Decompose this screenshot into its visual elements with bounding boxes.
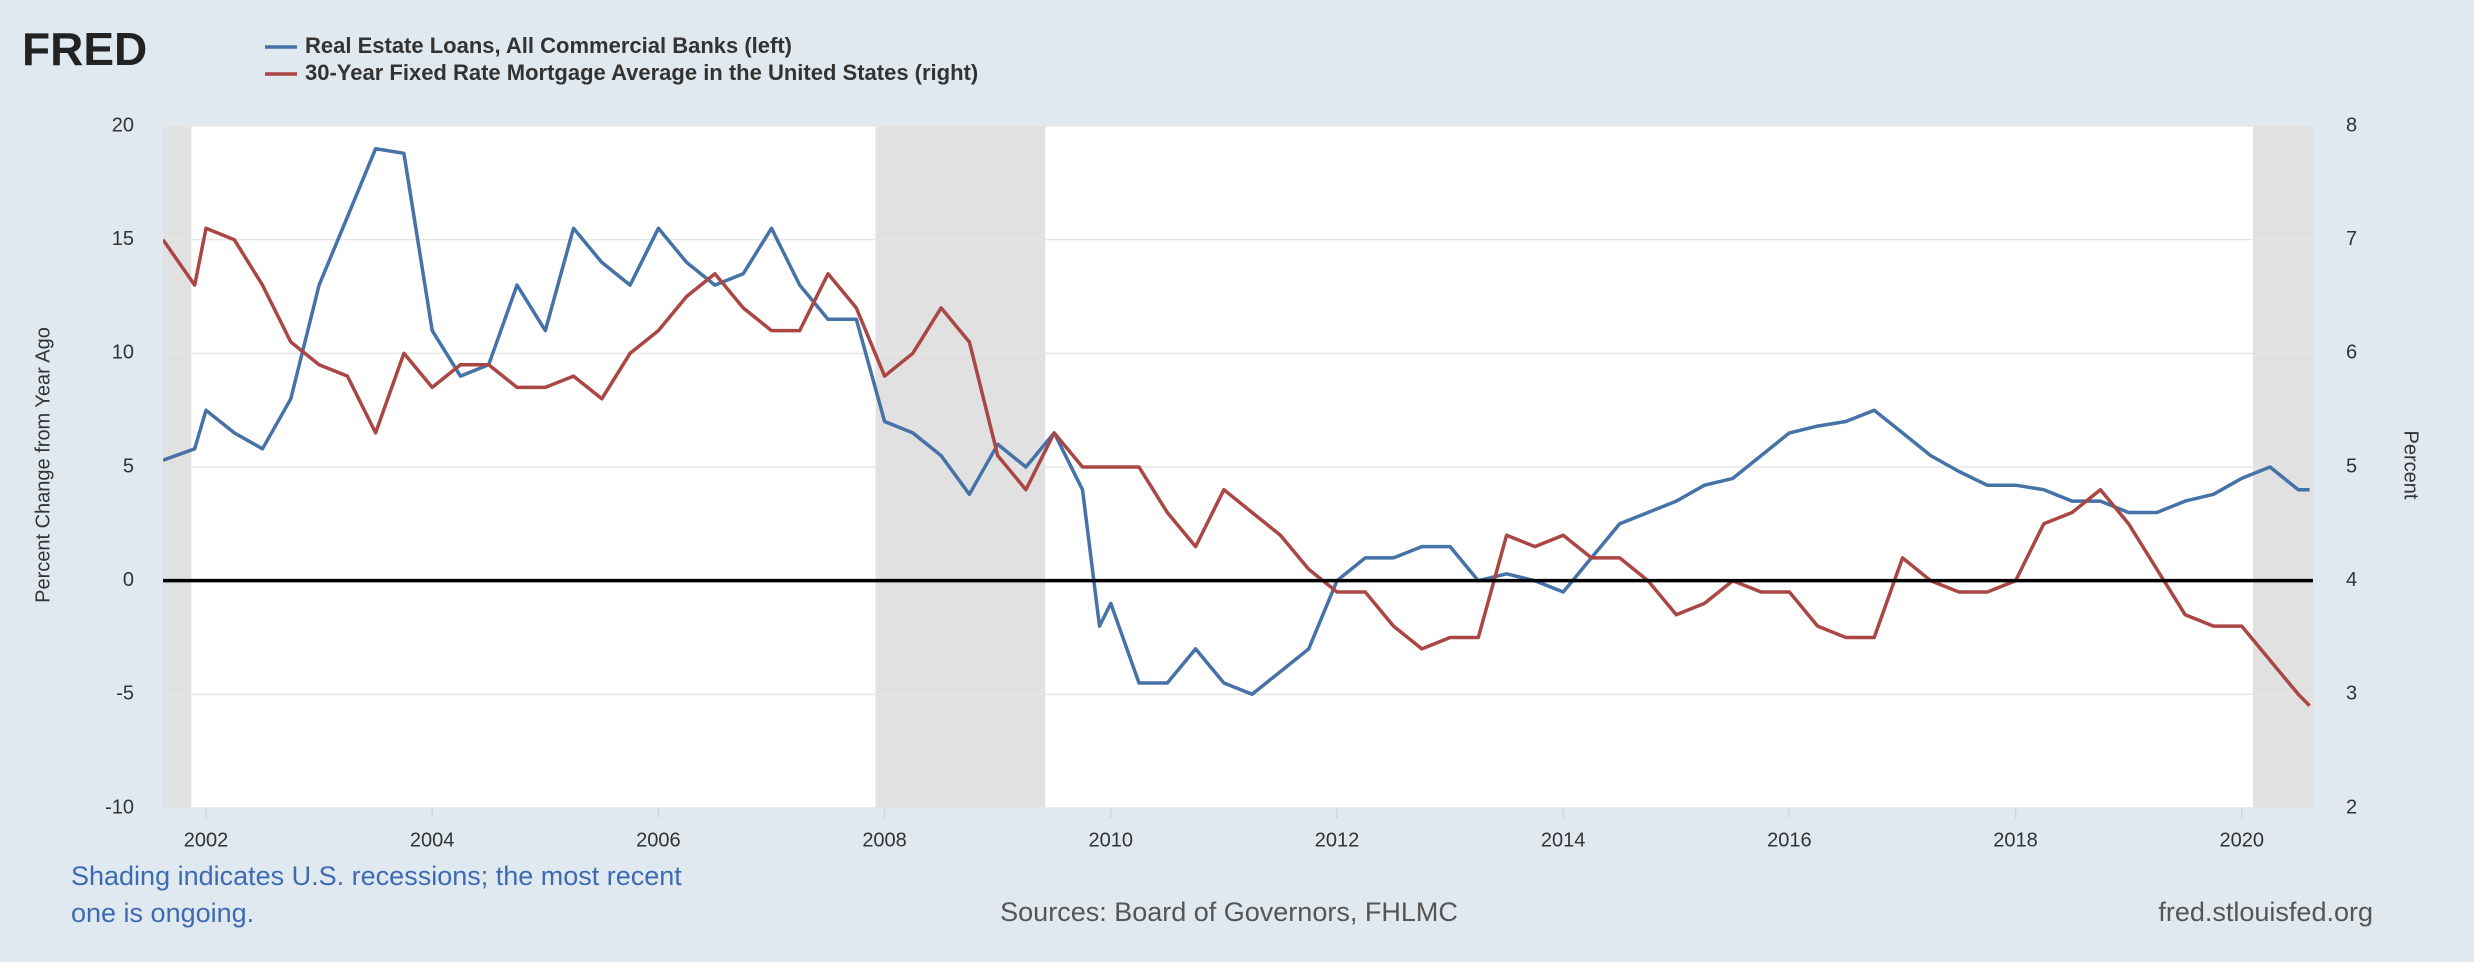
source: Sources: Board of Governors, FHLMC (1000, 897, 1458, 927)
y2-tick-label: 6 (2346, 342, 2357, 364)
y2-tick-label: 4 (2346, 569, 2357, 591)
x-tick-label: 2004 (410, 829, 455, 851)
y-tick-label: 15 (112, 228, 134, 250)
y2-tick-label: 7 (2346, 228, 2357, 250)
y-tick-label: 5 (123, 455, 134, 477)
series-line (163, 146, 2310, 697)
x-tick-label: 2008 (862, 829, 907, 851)
y-tick-label: 10 (112, 342, 134, 364)
y2-tick-label: 5 (2346, 455, 2357, 477)
y2-tick-label: 3 (2346, 683, 2357, 705)
x-tick-label: 2020 (2219, 829, 2264, 851)
x-tick-label: 2018 (1993, 829, 2038, 851)
y2-tick-label: 2 (2346, 796, 2357, 818)
legend-label: 30-Year Fixed Rate Mortgage Average in t… (305, 60, 978, 85)
logo: FRED (22, 23, 147, 75)
y-tick-label: 0 (123, 569, 134, 591)
x-tick-label: 2016 (1767, 829, 1812, 851)
y-tick-label: -5 (116, 683, 134, 705)
note: Shading indicates U.S. recessions; the m… (71, 861, 682, 928)
x-tick-label: 2010 (1089, 829, 1134, 851)
y-axis-label: Percent Change from Year Ago (32, 327, 54, 603)
x-tick-label: 2012 (1315, 829, 1360, 851)
x-tick-label: 2014 (1541, 829, 1586, 851)
y2-axis-label: Percent (2400, 431, 2422, 500)
series-line (163, 226, 2311, 707)
y-tick-label: 20 (112, 114, 134, 136)
legend-label: Real Estate Loans, All Commercial Banks … (305, 33, 792, 58)
plot (163, 126, 2313, 808)
y2-tick-label: 8 (2346, 114, 2357, 136)
site: fred.stlouisfed.org (2158, 897, 2373, 927)
x-tick-label: 2002 (184, 829, 229, 851)
x-tick-label: 2006 (636, 829, 681, 851)
y-tick-label: -10 (105, 796, 134, 818)
